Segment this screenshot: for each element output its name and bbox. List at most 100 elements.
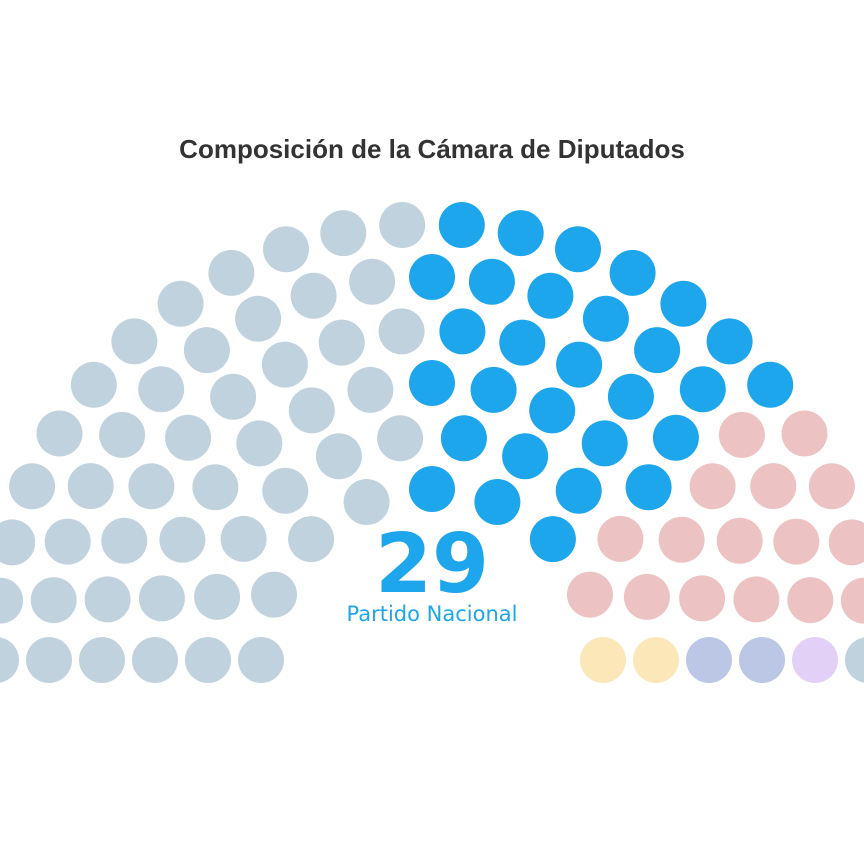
seat-series-2 [840, 577, 864, 624]
seat-series-0 [288, 387, 335, 434]
seat-series-1 [556, 341, 603, 388]
seat-series-0 [0, 637, 19, 683]
seat-series-1 [582, 295, 629, 342]
seat-series-0 [379, 202, 426, 248]
seat-series-0 [9, 463, 56, 510]
seat-series-2 [750, 463, 797, 510]
seat-series-0 [183, 327, 230, 374]
seat-series-1 [439, 308, 486, 355]
seat-series-0 [318, 319, 365, 366]
seat-series-1 [440, 415, 487, 462]
seat-series-0 [44, 518, 91, 565]
seat-series-0 [192, 464, 239, 511]
seat-series-0 [111, 318, 158, 365]
seat-series-1 [706, 318, 753, 365]
seat-series-0 [236, 420, 283, 467]
seat-series-0 [138, 575, 185, 622]
seat-series-1 [607, 373, 654, 420]
seat-series-1 [625, 464, 672, 511]
seat-series-1 [527, 272, 574, 319]
seat-series-2 [623, 573, 670, 620]
seat-series-1 [470, 366, 517, 413]
chart-title: Composición de la Cámara de Diputados [179, 134, 685, 164]
seat-series-1 [609, 249, 656, 296]
seat-series-1 [581, 420, 628, 467]
seat-series-0 [159, 516, 206, 563]
seat-series-0 [220, 515, 267, 562]
seat-series-1 [497, 210, 544, 257]
seat-series-1 [529, 516, 576, 563]
seat-series-0 [261, 341, 308, 388]
seat-series-0 [349, 258, 396, 305]
seat-series-1 [555, 467, 602, 514]
seat-series-0 [194, 573, 241, 620]
seat-series-0 [79, 637, 125, 683]
seat-series-1 [634, 327, 681, 374]
seat-series-1 [747, 361, 794, 408]
seat-series-2 [733, 576, 780, 623]
seat-series-2 [781, 410, 828, 457]
seat-series-0 [0, 577, 24, 624]
seat-series-0 [36, 410, 83, 457]
seat-series-0 [67, 463, 114, 510]
seat-series-0 [288, 516, 335, 563]
seat-series-2 [716, 517, 763, 564]
seat-series-1 [652, 414, 699, 461]
seat-series-2 [567, 571, 613, 618]
seat-series-0 [320, 210, 367, 257]
highlighted-seat-count: 29 [374, 517, 490, 612]
seat-series-0 [101, 517, 148, 564]
highlighted-party-label: Partido Nacional [346, 602, 518, 626]
seat-series-0 [165, 414, 212, 461]
seat-series-0 [84, 576, 131, 623]
seat-series-0 [235, 295, 282, 342]
seat-series-2 [808, 463, 855, 510]
seat-series-1 [660, 280, 707, 327]
seat-series-2 [679, 575, 726, 622]
seat-series-3 [633, 637, 679, 683]
seat-series-0 [208, 249, 255, 296]
seat-series-6 [845, 637, 864, 683]
seat-series-2 [597, 515, 644, 562]
seat-series-0 [251, 571, 297, 618]
seat-series-0 [315, 433, 362, 480]
seat-series-1 [438, 202, 485, 248]
seat-series-0 [0, 519, 36, 566]
seat-series-1 [555, 226, 601, 273]
seat-series-0 [185, 637, 231, 683]
seat-series-0 [157, 280, 204, 327]
seat-series-0 [238, 637, 284, 683]
seat-series-1 [499, 319, 546, 366]
seat-series-2 [718, 411, 765, 458]
seat-series-0 [128, 463, 175, 510]
seat-series-0 [262, 467, 309, 514]
seat-series-4 [686, 637, 732, 683]
seat-series-0 [347, 366, 394, 413]
seat-series-0 [26, 637, 72, 683]
seat-series-0 [377, 415, 424, 462]
seat-series-0 [70, 361, 117, 408]
seat-series-1 [529, 387, 576, 434]
seat-series-2 [658, 516, 705, 563]
seat-series-0 [132, 637, 178, 683]
seat-series-2 [773, 518, 820, 565]
seat-series-1 [409, 360, 455, 406]
seat-series-0 [99, 411, 146, 458]
seat-series-1 [409, 466, 455, 512]
seat-series-1 [474, 479, 521, 525]
seat-series-0 [290, 272, 337, 319]
seat-series-0 [210, 373, 257, 420]
seat-series-2 [828, 519, 864, 566]
seat-series-2 [689, 463, 736, 510]
seat-series-1 [679, 366, 726, 413]
seat-series-0 [378, 308, 425, 355]
seat-series-0 [30, 577, 77, 624]
seat-series-2 [787, 577, 834, 624]
seat-series-3 [580, 637, 626, 683]
seat-series-5 [792, 637, 838, 683]
seat-series-1 [409, 254, 455, 300]
seat-series-0 [138, 366, 185, 413]
seat-series-1 [468, 258, 515, 305]
seat-series-0 [263, 226, 309, 273]
